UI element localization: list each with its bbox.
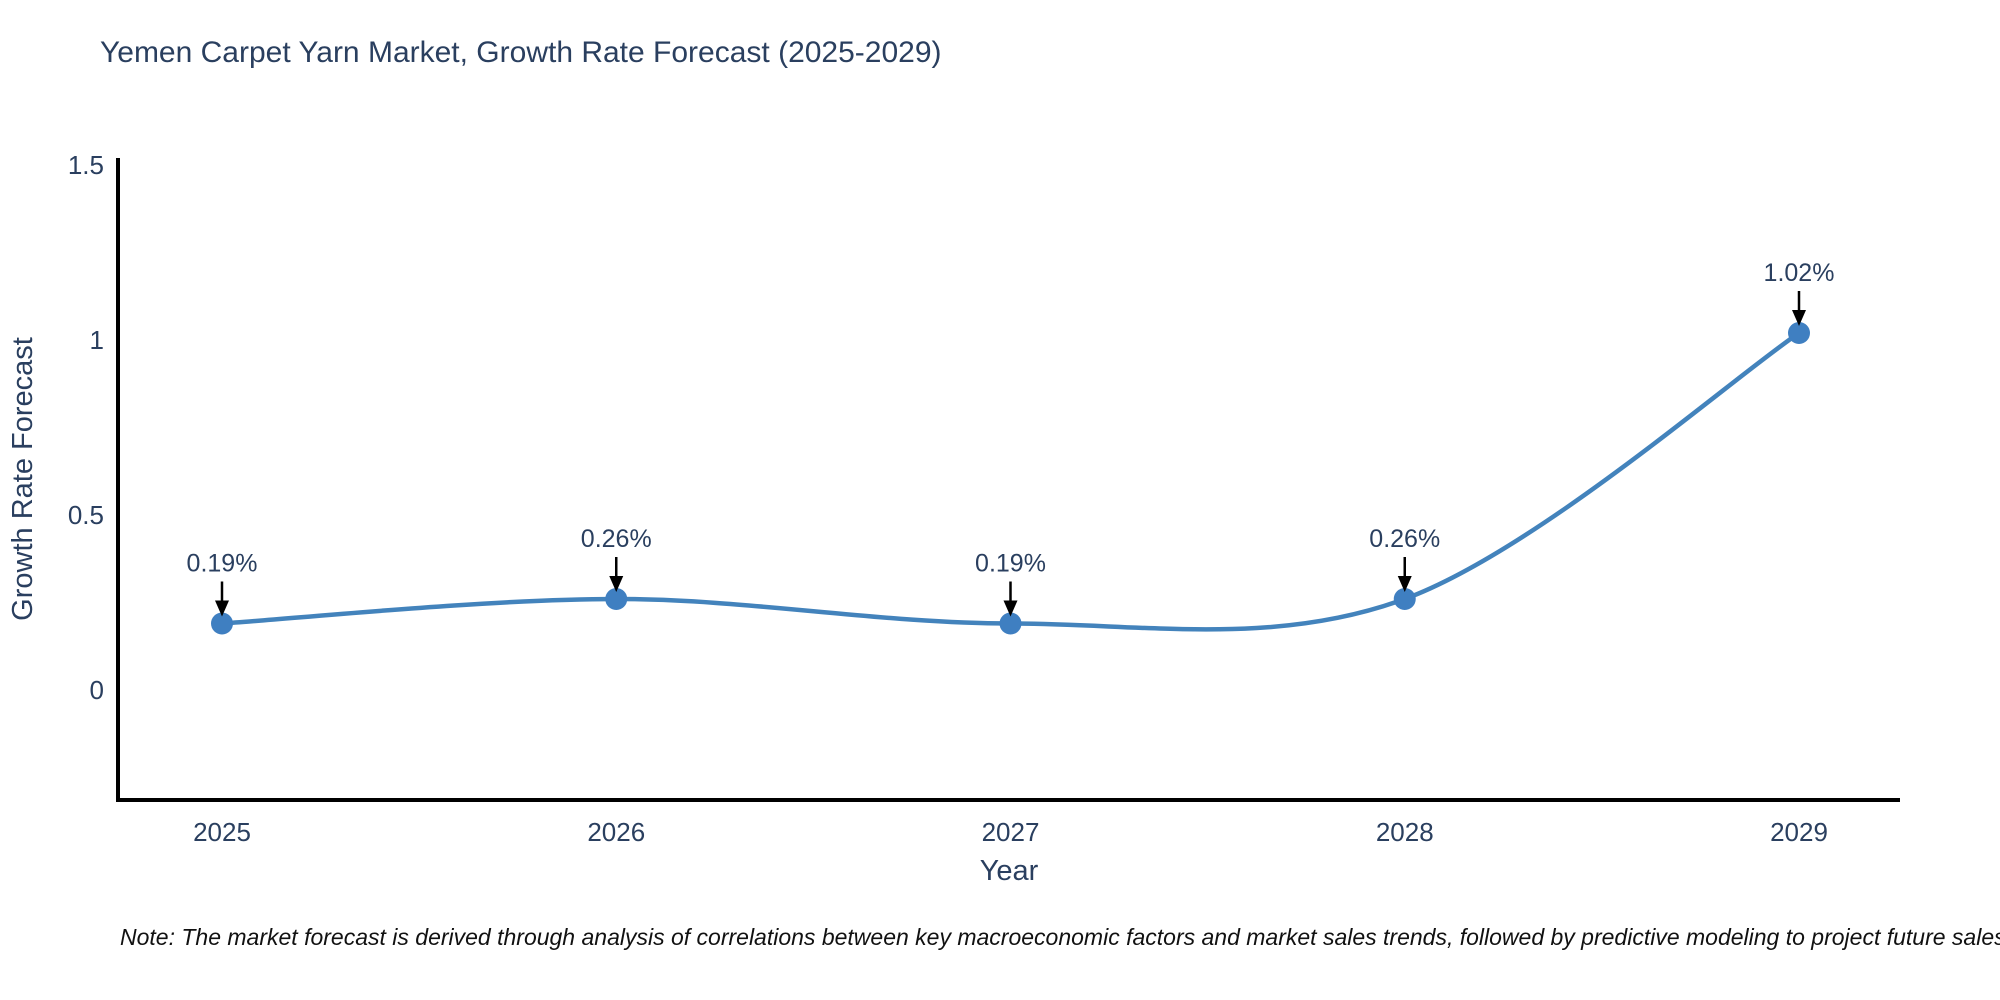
x-tick-label: 2025 (193, 817, 251, 847)
annotation-arrow-head (215, 600, 229, 617)
x-tick-label: 2029 (1770, 817, 1828, 847)
annotation-arrow-head (1792, 310, 1806, 326)
data-point-marker (211, 612, 233, 635)
annotation-label: 0.26% (1369, 525, 1440, 553)
footnote: Note: The market forecast is derived thr… (120, 924, 2000, 950)
annotation-label: 0.26% (581, 525, 652, 553)
data-point-marker (605, 588, 628, 610)
y-axis-title: Growth Rate Forecast (7, 337, 39, 621)
x-axis-title: Year (980, 855, 1039, 887)
annotation-label: 1.02% (1764, 259, 1835, 287)
x-tick-label: 2027 (982, 817, 1040, 847)
annotation-label: 0.19% (187, 550, 258, 578)
data-point-marker (1393, 588, 1416, 610)
annotation-arrow-head (1397, 576, 1412, 592)
data-point-marker (999, 612, 1022, 635)
annotation-arrow-head (1003, 600, 1018, 617)
x-tick-label: 2028 (1376, 817, 1434, 847)
y-tick-label: 1 (90, 325, 104, 355)
y-tick-label: 0.5 (68, 500, 104, 530)
data-point-marker (1788, 322, 1810, 344)
annotation-label: 0.19% (975, 550, 1046, 578)
annotation-arrow-head (609, 576, 624, 592)
axis-lines (116, 158, 1900, 802)
chart-title: Yemen Carpet Yarn Market, Growth Rate Fo… (100, 36, 942, 69)
x-tick-label: 2026 (587, 817, 645, 847)
y-tick-label: 1.5 (68, 150, 104, 180)
y-tick-label: 0 (90, 675, 104, 705)
